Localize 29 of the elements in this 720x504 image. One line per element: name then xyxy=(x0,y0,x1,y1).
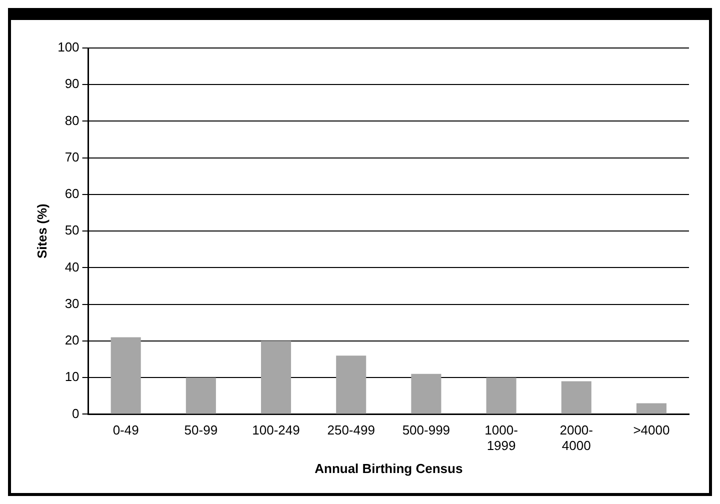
bar xyxy=(636,403,666,414)
bar xyxy=(561,381,592,414)
y-tick-label: 60 xyxy=(64,186,80,202)
y-tick-label: 50 xyxy=(64,222,80,238)
x-tick-label: 500-999 xyxy=(402,422,450,438)
x-tick-label: 250-499 xyxy=(327,422,375,438)
y-tick-label: 100 xyxy=(58,40,80,55)
y-tick-label: 30 xyxy=(64,296,80,311)
y-tick-label: 0 xyxy=(72,406,80,421)
y-tick-label: 80 xyxy=(64,112,80,128)
y-tick-label: 40 xyxy=(64,259,80,274)
y-axis-title: Sites (%) xyxy=(34,204,50,259)
bar xyxy=(260,340,292,414)
x-axis-title: Annual Birthing Census xyxy=(314,460,463,476)
bar xyxy=(486,378,516,414)
y-tick-label: 20 xyxy=(64,332,80,348)
y-tick-label: 10 xyxy=(64,369,80,384)
bar xyxy=(411,374,442,414)
x-tick-label: 0-49 xyxy=(112,422,139,438)
y-tick-label: 90 xyxy=(64,76,80,92)
x-tick-label: >4000 xyxy=(633,422,670,438)
bar xyxy=(110,337,141,414)
x-tick-label: 100-249 xyxy=(252,422,300,438)
bar xyxy=(336,356,366,414)
x-tick-label: 1000-1999 xyxy=(484,422,518,454)
x-tick-label: 2000-4000 xyxy=(560,422,593,454)
y-tick-label: 70 xyxy=(64,149,80,164)
x-tick-label: 50-99 xyxy=(184,422,218,438)
bar xyxy=(186,378,216,414)
